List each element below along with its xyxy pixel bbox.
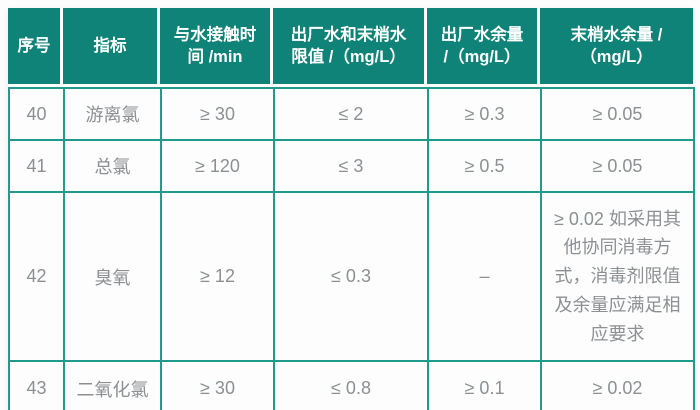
cell-indicator: 二氧化氯 — [63, 360, 162, 410]
cell-factory-residual: ≥ 0.3 — [427, 87, 542, 141]
table-body: 40 游离氯 ≥ 30 ≤ 2 ≥ 0.3 ≥ 0.05 41 总氯 ≥ 120… — [8, 87, 695, 410]
cell-contact-time: ≥ 12 — [160, 191, 275, 362]
cell-contact-time: ≥ 120 — [160, 139, 275, 193]
cell-terminal-residual-note: ≥ 0.02 如采用其他协同消毒方式，消毒剂限值及余量应满足相应要求 — [540, 191, 695, 362]
cell-factory-residual: – — [427, 191, 542, 362]
cell-limit: ≤ 2 — [273, 87, 429, 141]
header-limit-value: 出厂水和末梢水 限值 /（mg/L） — [273, 8, 427, 84]
cell-terminal-residual: ≥ 0.02 — [540, 360, 695, 410]
cell-limit: ≤ 3 — [273, 139, 429, 193]
cell-terminal-residual: ≥ 0.05 — [540, 139, 695, 193]
header-factory-residual: 出厂水余量 /（mg/L） — [427, 8, 540, 84]
cell-serial: 41 — [8, 139, 65, 193]
cell-factory-residual: ≥ 0.1 — [427, 360, 542, 410]
table-row-41: 41 总氯 ≥ 120 ≤ 3 ≥ 0.5 ≥ 0.05 — [8, 139, 695, 193]
cell-limit: ≤ 0.8 — [273, 360, 429, 410]
water-disinfectant-table: 序号 指标 与水接触时 间 /min 出厂水和末梢水 限值 /（mg/L） 出厂… — [8, 8, 695, 410]
cell-indicator: 总氯 — [63, 139, 162, 193]
cell-serial: 43 — [8, 360, 65, 410]
header-contact-time: 与水接触时 间 /min — [160, 8, 273, 84]
cell-indicator: 游离氯 — [63, 87, 162, 141]
table-row-42: 42 臭氧 ≥ 12 ≤ 0.3 – ≥ 0.02 如采用其他协同消毒方式，消毒… — [8, 191, 695, 362]
cell-terminal-residual: ≥ 0.05 — [540, 87, 695, 141]
cell-factory-residual: ≥ 0.5 — [427, 139, 542, 193]
cell-indicator: 臭氧 — [63, 191, 162, 362]
header-terminal-residual: 末梢水余量 / （mg/L） — [570, 25, 663, 66]
cell-limit: ≤ 0.3 — [273, 191, 429, 362]
cell-serial: 40 — [8, 87, 65, 141]
cell-contact-time: ≥ 30 — [160, 87, 275, 141]
header-serial-number: 序号 — [8, 8, 63, 84]
table-row-40: 40 游离氯 ≥ 30 ≤ 2 ≥ 0.3 ≥ 0.05 — [8, 87, 695, 141]
cell-serial: 42 — [8, 191, 65, 362]
header-indicator: 指标 — [63, 8, 160, 84]
table-header-row: 序号 指标 与水接触时 间 /min 出厂水和末梢水 限值 /（mg/L） 出厂… — [8, 8, 693, 84]
table-row-43: 43 二氧化氯 ≥ 30 ≤ 0.8 ≥ 0.1 ≥ 0.02 — [8, 360, 695, 410]
cell-contact-time: ≥ 30 — [160, 360, 275, 410]
